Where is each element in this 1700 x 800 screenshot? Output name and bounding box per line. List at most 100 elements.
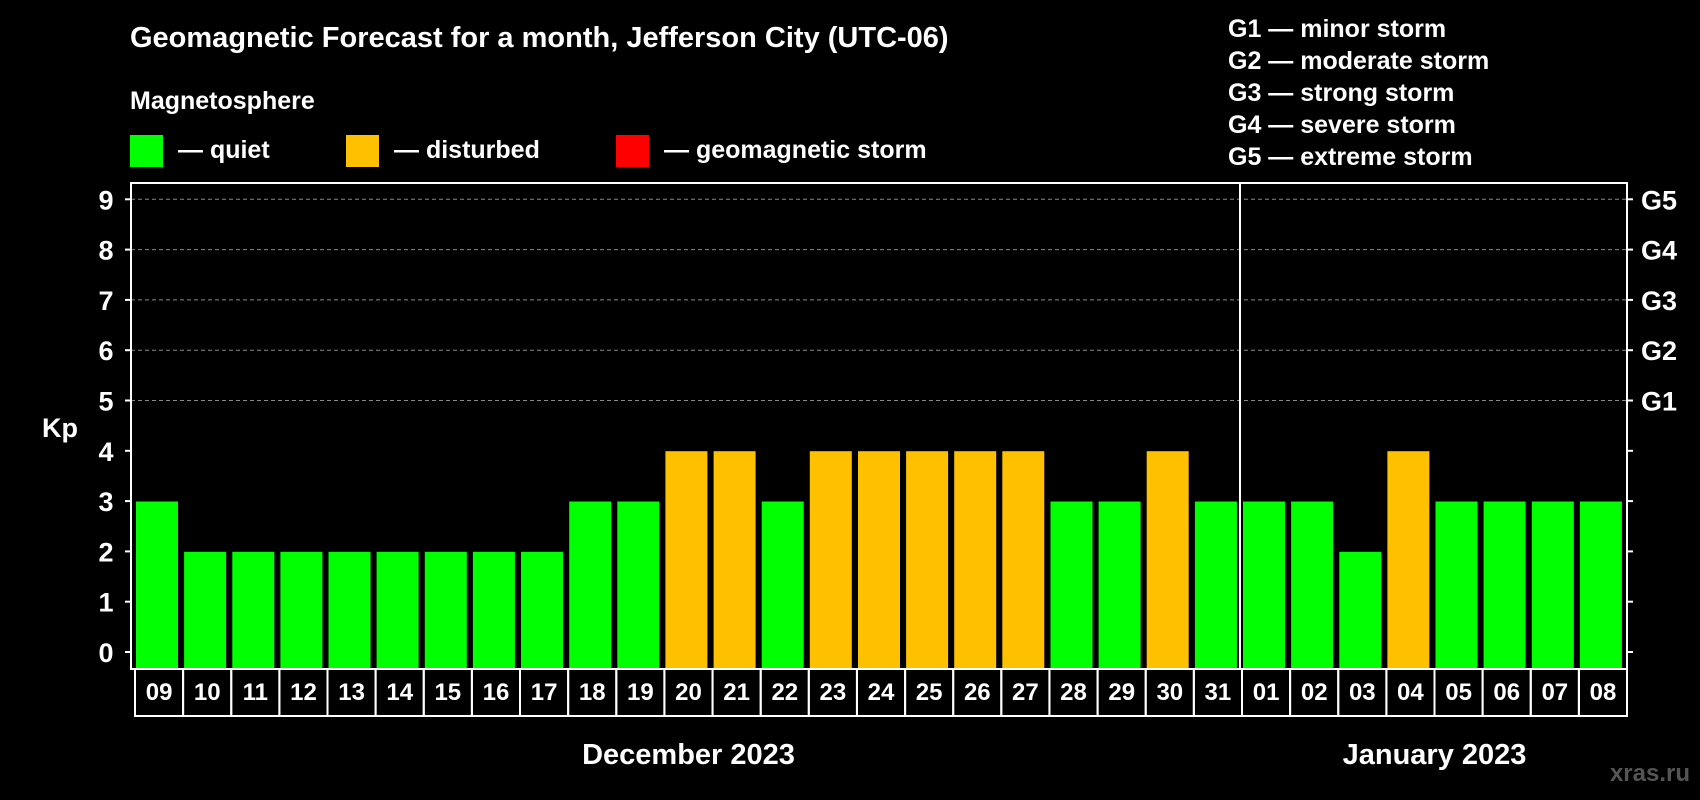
- y-tick-labels: 0 1 2 3 4 5 6 7 8 9: [98, 185, 1633, 668]
- day-label-26: 26: [964, 679, 991, 706]
- y-tick-label-2: 2: [98, 537, 113, 567]
- day-label-09: 09: [146, 679, 173, 706]
- day-label-18: 18: [579, 679, 606, 706]
- month-labels: December 2023 January 2023: [582, 739, 1526, 771]
- bar-07: [1531, 501, 1574, 669]
- storm-scale-item-2: G3 — strong storm: [1228, 79, 1454, 107]
- storm-level-label-G3: G3: [1641, 286, 1677, 316]
- day-label-28: 28: [1060, 679, 1087, 706]
- day-label-23: 23: [820, 679, 847, 706]
- y-tick-label-3: 3: [98, 487, 113, 517]
- day-label-01: 01: [1253, 679, 1280, 706]
- bar-28: [1050, 501, 1093, 669]
- day-label-31: 31: [1205, 679, 1232, 706]
- storm-scale-legend: G1 — minor storm G2 — moderate storm G3 — …: [1228, 15, 1489, 171]
- legend-swatch-0: [130, 135, 163, 167]
- bar-14: [376, 551, 419, 669]
- day-label-08: 08: [1590, 679, 1617, 706]
- day-label-12: 12: [290, 679, 317, 706]
- legend-label-2: — geomagnetic storm: [664, 136, 927, 164]
- day-label-29: 29: [1108, 679, 1135, 706]
- day-label-14: 14: [386, 679, 413, 706]
- bar-13: [328, 551, 371, 669]
- bar-30: [1146, 451, 1189, 669]
- bar-02: [1291, 501, 1334, 669]
- day-label-27: 27: [1012, 679, 1039, 706]
- bar-12: [280, 551, 323, 669]
- bar-10: [184, 551, 227, 669]
- day-label-03: 03: [1349, 679, 1376, 706]
- bar-21: [713, 451, 756, 669]
- day-label-15: 15: [434, 679, 461, 706]
- y-tick-label-4: 4: [98, 437, 113, 467]
- day-label-21: 21: [723, 679, 750, 706]
- day-label-20: 20: [675, 679, 702, 706]
- day-label-04: 04: [1397, 679, 1424, 706]
- y-tick-label-5: 5: [98, 387, 113, 417]
- storm-scale-item-0: G1 — minor storm: [1228, 15, 1446, 43]
- bars: [136, 451, 1622, 669]
- legend-title: Magnetosphere: [130, 87, 315, 115]
- day-label-13: 13: [338, 679, 365, 706]
- legend-swatch-1: [346, 135, 379, 167]
- storm-level-label-G5: G5: [1641, 185, 1677, 215]
- day-label-06: 06: [1493, 679, 1520, 706]
- day-label-07: 07: [1541, 679, 1568, 706]
- day-label-02: 02: [1301, 679, 1328, 706]
- y-tick-label-9: 9: [98, 185, 113, 215]
- day-label-17: 17: [531, 679, 558, 706]
- day-label-11: 11: [243, 679, 268, 706]
- storm-scale-item-1: G2 — moderate storm: [1228, 47, 1489, 75]
- y-tick-label-6: 6: [98, 336, 113, 366]
- bar-29: [1098, 501, 1141, 669]
- bar-27: [1002, 451, 1045, 669]
- legend-label-1: — disturbed: [394, 136, 540, 164]
- storm-level-label-G1: G1: [1641, 387, 1677, 417]
- bar-24: [858, 451, 900, 669]
- bar-01: [1243, 501, 1285, 669]
- y-tick-label-7: 7: [98, 286, 113, 316]
- bar-26: [954, 451, 997, 669]
- bar-23: [809, 451, 852, 669]
- day-label-25: 25: [916, 679, 943, 706]
- day-label-19: 19: [627, 679, 654, 706]
- day-label-22: 22: [771, 679, 798, 706]
- day-labels: 09 10 11 12 13 14 15 16 17 18 19 20 21 22 23 24 25 26 27 28…: [134, 668, 1629, 717]
- bar-31: [1194, 501, 1237, 669]
- watermark: xras.ru: [1610, 760, 1690, 787]
- day-label-16: 16: [483, 679, 510, 706]
- month-label-1: January 2023: [1343, 739, 1527, 771]
- bar-18: [569, 501, 612, 669]
- storm-level-labels: G1 G2 G3 G4 G5: [1641, 185, 1677, 416]
- day-label-05: 05: [1445, 679, 1472, 706]
- bar-17: [521, 551, 563, 669]
- bar-03: [1339, 551, 1382, 669]
- storm-level-label-G4: G4: [1641, 236, 1677, 266]
- legend-label-0: — quiet: [178, 136, 270, 164]
- bar-05: [1435, 501, 1478, 669]
- bar-09: [136, 501, 178, 669]
- y-tick-label-8: 8: [98, 236, 113, 266]
- storm-scale-item-4: G5 — extreme storm: [1228, 143, 1473, 171]
- bar-15: [424, 551, 467, 669]
- y-axis-label: Kp: [42, 413, 78, 443]
- day-box-08: [1577, 668, 1629, 717]
- y-tick-label-1: 1: [98, 588, 113, 618]
- chart-title: Geomagnetic Forecast for a month, Jeffer…: [130, 22, 949, 54]
- day-label-10: 10: [194, 679, 221, 706]
- bar-25: [906, 451, 949, 669]
- month-label-0: December 2023: [582, 739, 795, 771]
- y-tick-label-0: 0: [98, 638, 113, 668]
- bar-11: [232, 551, 275, 669]
- day-label-24: 24: [868, 679, 895, 706]
- bar-19: [617, 501, 660, 669]
- grid: [131, 198, 1627, 401]
- bar-08: [1579, 501, 1622, 669]
- legend-swatch-2: [616, 135, 649, 167]
- bar-04: [1387, 451, 1430, 669]
- bar-06: [1483, 501, 1526, 669]
- bar-20: [665, 451, 708, 669]
- legend: — quiet — disturbed — geomagnetic storm: [130, 135, 927, 167]
- storm-scale-item-3: G4 — severe storm: [1228, 111, 1456, 139]
